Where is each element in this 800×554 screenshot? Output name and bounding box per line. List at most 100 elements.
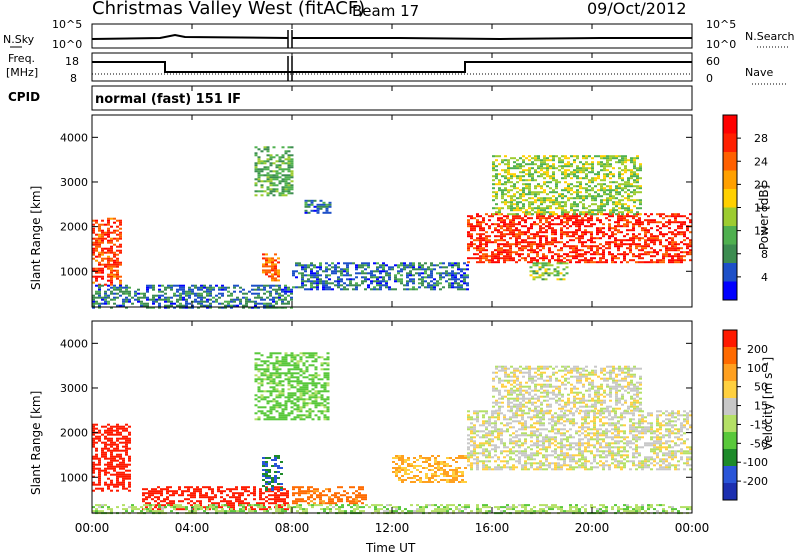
power-cell [563,245,566,248]
power-cell [689,243,692,246]
power-cell [512,243,515,246]
power-cell [492,207,495,210]
power-cell [644,235,647,238]
power-cell [467,223,470,226]
velocity-cell [260,412,264,415]
velocity-cell [125,475,128,478]
power-cell [251,288,254,291]
velocity-cell [92,475,95,478]
velocity-cell [331,498,334,501]
power-cell [322,286,325,289]
power-cell [549,165,552,168]
velocity-cell [181,508,184,511]
velocity-cell [113,429,116,432]
power-cell [197,300,200,303]
velocity-cell [497,466,500,469]
power-cell [451,286,454,289]
velocity-cell [208,486,211,489]
velocity-cell [488,460,491,463]
power-cell [263,180,267,183]
power-cell [556,262,560,265]
power-cell [224,306,227,309]
power-cell [242,304,245,307]
power-cell [473,243,476,246]
power-cell [521,253,524,256]
power-cell [515,229,518,232]
power-cell [191,306,194,309]
velocity-cell [296,404,300,407]
velocity-cell [119,457,122,460]
power-cell [623,239,626,242]
power-cell [492,155,495,158]
velocity-cell [278,414,282,417]
velocity-cell [98,469,101,472]
power-cell [500,227,503,230]
power-cell [653,261,656,264]
power-cell [239,298,242,301]
power-cell [287,174,291,177]
power-cell [218,302,221,305]
power-cell [116,237,119,240]
velocity-cell [491,432,494,435]
velocity-cell [317,416,321,419]
power-cell [215,300,218,303]
power-cell [494,253,497,256]
power-cell [284,194,288,197]
power-cell [596,261,599,264]
power-cell [463,278,466,281]
velocity-cell [491,412,494,415]
power-cell [227,302,230,305]
power-cell [519,193,522,196]
power-cell [488,225,491,228]
power-cell [277,261,280,264]
velocity-cell [128,483,131,486]
velocity-cell [274,457,277,459]
velocity-cell [364,496,367,499]
power-cell [593,241,596,244]
power-cell [602,233,605,236]
velocity-cell [358,492,361,495]
power-cell [547,268,551,271]
power-cell [107,219,110,222]
velocity-cell [352,500,355,503]
power-cell [98,296,101,299]
velocity-cell [269,406,273,409]
velocity-cell [280,489,283,491]
velocity-cell [148,496,151,499]
power-cell [677,221,680,224]
velocity-cell [125,445,128,448]
power-cell [316,209,320,212]
power-cell [591,169,594,172]
power-cell [500,239,503,242]
power-cell [197,286,200,289]
power-cell [278,194,282,197]
power-cell [656,221,659,224]
power-cell [618,167,621,170]
power-cell [290,292,293,295]
velocity-cell [272,418,276,421]
y-tick-label: 1000 [60,265,88,278]
velocity-cell [323,404,327,407]
power-cell [621,211,624,214]
power-cell [665,249,668,252]
velocity-cell [281,362,285,365]
power-cell [686,247,689,250]
velocity-cell [470,450,473,453]
velocity-cell [355,496,358,499]
velocity-cell [269,354,273,357]
power-cell [101,237,104,240]
power-cell [564,209,567,212]
power-cell [494,227,497,230]
power-cell [266,172,270,175]
power-cell [310,203,314,206]
power-cell [564,171,567,174]
power-cell [575,223,578,226]
velocity-cell [314,406,318,409]
velocity-cell [431,481,434,483]
power-cell [546,169,549,172]
power-cell [626,223,629,226]
power-cell [519,207,522,210]
power-cell [512,231,515,234]
power-cell [507,189,510,192]
power-cell [263,302,266,305]
